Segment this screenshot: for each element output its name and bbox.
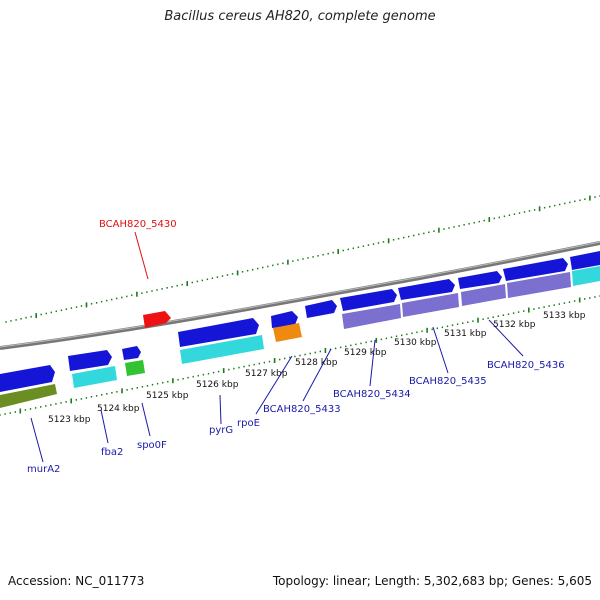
gene-feature[interactable] [461, 284, 506, 306]
gene-label-spo0F[interactable]: spo0F [137, 440, 167, 451]
genome-backbone [0, 241, 600, 350]
scale-label: 5133 kbp [543, 311, 586, 321]
gene-feature[interactable] [570, 251, 600, 270]
gene-feature[interactable] [342, 304, 401, 329]
gene-feature[interactable] [178, 318, 259, 347]
scale-label: 5129 kbp [344, 348, 387, 358]
genome-summary-text: Topology: linear; Length: 5,302,683 bp; … [272, 574, 592, 588]
gene-feature[interactable] [398, 279, 455, 300]
gene-feature[interactable] [0, 365, 55, 392]
gene-feature[interactable] [0, 384, 57, 408]
gene-feature[interactable] [402, 293, 459, 317]
gene-feature[interactable] [72, 366, 117, 388]
gene-feature[interactable] [305, 300, 337, 318]
gene-feature[interactable] [273, 323, 302, 342]
gene-label-pyrG[interactable]: pyrG [209, 425, 233, 436]
scale-label: 5127 kbp [245, 369, 288, 379]
gene-label-BCAH820-5436[interactable]: BCAH820_5436 [487, 360, 565, 371]
gene-feature[interactable] [458, 271, 502, 289]
gene-label-BCAH820-5430[interactable]: BCAH820_5430 [99, 219, 177, 230]
gene-feature[interactable] [68, 350, 112, 371]
scale-label: 5125 kbp [146, 391, 189, 401]
gene-label-BCAH820-5433[interactable]: BCAH820_5433 [263, 404, 341, 415]
gene-label-murA2[interactable]: murA2 [27, 464, 60, 475]
scale-label: 5124 kbp [97, 404, 140, 414]
label-leader-line-red [134, 231, 149, 280]
gene-label-BCAH820-5435[interactable]: BCAH820_5435 [409, 376, 487, 387]
genome-backbone-highlight [0, 241, 600, 348]
gene-feature[interactable] [503, 258, 568, 281]
gene-feature[interactable] [572, 266, 600, 286]
gene-feature[interactable] [122, 346, 141, 360]
gene-feature[interactable] [507, 272, 571, 298]
scale-label: 5130 kbp [394, 338, 437, 348]
upper-tick-row [5, 195, 600, 323]
scale-label: 5126 kbp [196, 380, 239, 390]
accession-text: Accession: NC_011773 [8, 574, 145, 588]
gene-feature[interactable] [340, 289, 397, 311]
label-leader-lines [30, 319, 524, 463]
genome-title: Bacillus cereus AH820, complete genome [164, 9, 436, 24]
lower-tick-row [0, 295, 600, 416]
gene-label-fba2[interactable]: fba2 [101, 447, 123, 458]
gene-label-BCAH820-5434[interactable]: BCAH820_5434 [333, 389, 411, 400]
gene-feature[interactable] [143, 311, 171, 328]
gene-labels[interactable]: murA2 fba2 spo0F pyrG rpoE BCAH820_5433 … [27, 219, 565, 475]
scale-label: 5131 kbp [444, 329, 487, 339]
gene-feature[interactable] [180, 335, 264, 364]
scale-label: 5123 kbp [48, 415, 91, 425]
scale-label: 5128 kbp [295, 358, 338, 368]
scale-labels: 5123 kbp 5124 kbp 5125 kbp 5126 kbp 5127… [48, 311, 586, 425]
gene-feature[interactable] [271, 311, 298, 328]
gene-label-rpoE[interactable]: rpoE [237, 418, 260, 429]
scale-label: 5132 kbp [493, 320, 536, 330]
gene-feature[interactable] [125, 360, 145, 376]
